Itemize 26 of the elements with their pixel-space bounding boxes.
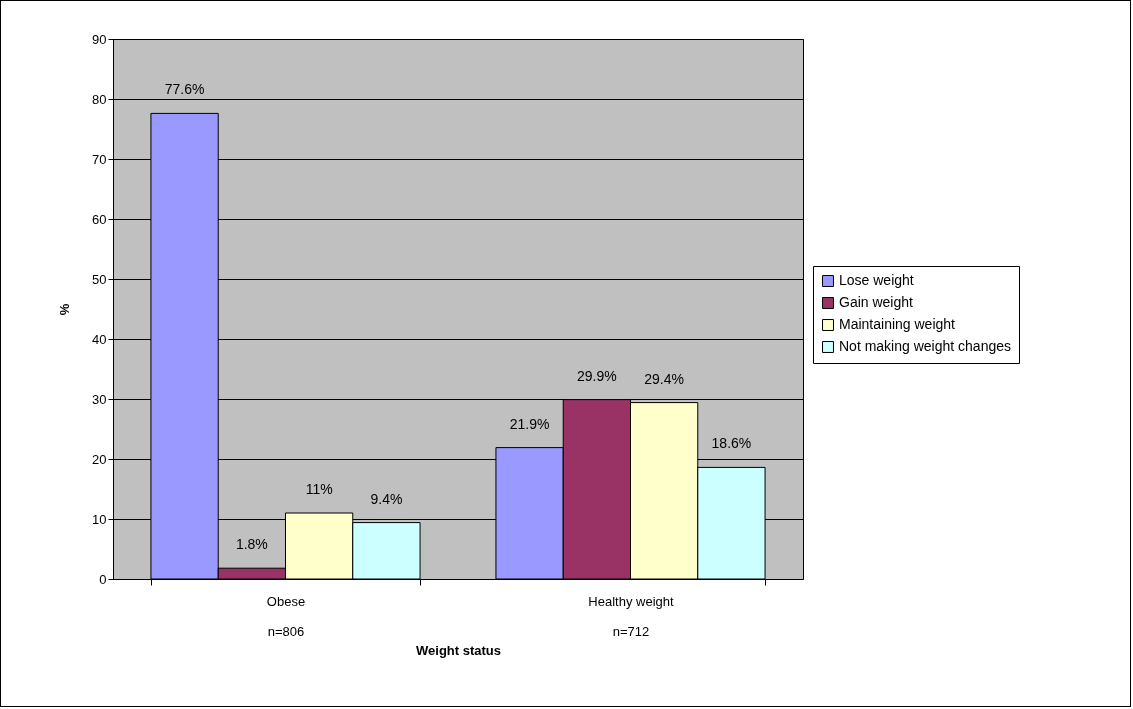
data-label: 77.6% — [164, 81, 205, 98]
y-tick-label: 70 — [92, 151, 107, 167]
data-label: 11% — [305, 481, 333, 497]
legend-label: Not making weight changes — [839, 338, 1011, 354]
legend-label: Gain weight — [839, 294, 914, 310]
x-tick-label: Obese n=806 — [266, 593, 306, 639]
y-tick-label: 50 — [92, 271, 107, 287]
y-tick-label: 60 — [92, 211, 107, 227]
y-axis-title: % — [57, 303, 73, 316]
y-tick-label: 90 — [92, 31, 107, 47]
legend-label: Maintaining weight — [839, 316, 956, 332]
data-label: 1.8% — [235, 536, 268, 553]
x-tick-label: Healthy weight n=712 — [588, 593, 675, 639]
y-tick-label: 10 — [92, 511, 107, 527]
y-tick-label: 30 — [92, 391, 107, 407]
y-tick-label: 40 — [92, 331, 107, 347]
data-label: 29.4% — [644, 370, 684, 387]
y-tick-label: 80 — [92, 91, 107, 107]
data-label: 9.4% — [370, 490, 403, 507]
x-axis-title: Weight status — [416, 642, 501, 658]
y-tick-label: 0 — [99, 571, 107, 587]
y-tick-label: 20 — [92, 451, 107, 467]
data-label: 21.9% — [509, 415, 550, 432]
data-label: 29.9% — [577, 367, 617, 384]
data-label: 18.6% — [711, 435, 752, 452]
legend-label: Lose weight — [839, 272, 914, 288]
